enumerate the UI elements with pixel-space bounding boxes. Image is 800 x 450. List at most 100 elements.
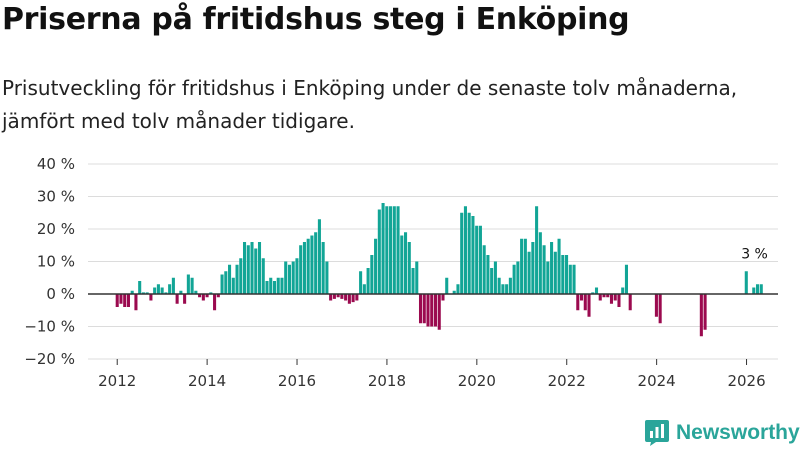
bar [759, 284, 763, 294]
bar [126, 294, 130, 307]
bar [347, 294, 351, 304]
bar [505, 284, 509, 294]
bar [486, 255, 490, 294]
bar [557, 238, 561, 294]
bar [291, 261, 295, 294]
chart-title: Priserna på fritidshus steg i Enköping [2, 2, 630, 37]
bar [145, 292, 149, 294]
bar [478, 225, 482, 294]
bar [171, 277, 175, 294]
x-axis-labels: 2012 2014 2016 2018 2020 2022 2024 2026 [98, 359, 766, 390]
bar [261, 258, 265, 294]
bar [317, 219, 321, 294]
bar [520, 238, 524, 294]
bar [355, 294, 359, 301]
bar [467, 212, 471, 294]
bar [385, 206, 389, 294]
bar [299, 245, 303, 294]
bar [531, 242, 535, 294]
bar [175, 294, 179, 304]
bar [404, 232, 408, 294]
bar [362, 284, 366, 294]
bar [130, 290, 134, 294]
bar [538, 232, 542, 294]
x-tick-label: 2012 [98, 372, 136, 390]
bar [246, 245, 250, 294]
bar [493, 261, 497, 294]
chart-subtitle: Prisutveckling för fritidshus i Enköping… [2, 76, 738, 133]
bar [579, 294, 584, 301]
bar [381, 203, 385, 294]
bar [482, 245, 486, 294]
bar [205, 294, 209, 298]
bar [568, 264, 572, 294]
bar [216, 294, 220, 298]
bar [396, 206, 400, 294]
bar [314, 232, 318, 294]
x-tick-label: 2018 [368, 372, 406, 390]
bar [460, 212, 464, 294]
bar [744, 271, 748, 294]
bar [755, 284, 760, 294]
bar [242, 242, 247, 294]
bar [213, 294, 217, 311]
bar [561, 255, 565, 294]
y-axis-labels: −20 % −10 % 0 % 10 % 20 % 30 % 40 % [24, 155, 75, 368]
bar [527, 251, 531, 294]
grid-lines [88, 163, 778, 360]
bar [516, 261, 520, 294]
bar [201, 294, 205, 301]
bar [321, 242, 325, 294]
bar [295, 258, 299, 294]
bar [475, 225, 479, 294]
bar [366, 268, 370, 294]
bar [523, 238, 527, 294]
bar [257, 242, 262, 294]
bar [426, 294, 430, 327]
bar [183, 294, 187, 304]
bar [149, 294, 153, 301]
bar [123, 294, 127, 307]
bar [370, 255, 374, 294]
bar [628, 294, 632, 311]
bar [550, 242, 554, 294]
bar [156, 284, 160, 294]
bar [344, 294, 348, 301]
bar [441, 294, 445, 301]
bar [602, 294, 606, 298]
bar-series [115, 203, 763, 337]
bar [374, 238, 378, 294]
bar [194, 290, 198, 294]
bar [471, 216, 475, 294]
y-tick-label: −10 % [24, 318, 75, 336]
newsworthy-logo[interactable]: Newsworthy [644, 419, 800, 447]
bar [389, 206, 393, 294]
newsworthy-logo-text: Newsworthy [676, 421, 800, 444]
bar [433, 294, 438, 327]
bar [302, 242, 306, 294]
bar [430, 294, 434, 327]
bar [239, 258, 243, 294]
newsworthy-logo-icon [645, 420, 669, 446]
bar [587, 294, 591, 317]
bar [609, 294, 614, 304]
bar [220, 274, 224, 294]
bar [497, 277, 501, 294]
bar [699, 294, 703, 337]
bar [594, 287, 599, 294]
y-tick-label: 30 % [37, 188, 75, 206]
bar [265, 281, 269, 294]
x-tick-label: 2020 [458, 372, 496, 390]
bar [224, 271, 228, 294]
bar [351, 294, 355, 303]
bar [250, 242, 254, 294]
bar [138, 281, 142, 294]
value-annotation: 3 % [741, 246, 768, 262]
bar [613, 294, 617, 301]
y-tick-label: 20 % [37, 220, 75, 238]
x-tick-label: 2026 [727, 372, 765, 390]
bar [456, 284, 460, 294]
bar [508, 277, 512, 294]
bar [703, 294, 707, 330]
